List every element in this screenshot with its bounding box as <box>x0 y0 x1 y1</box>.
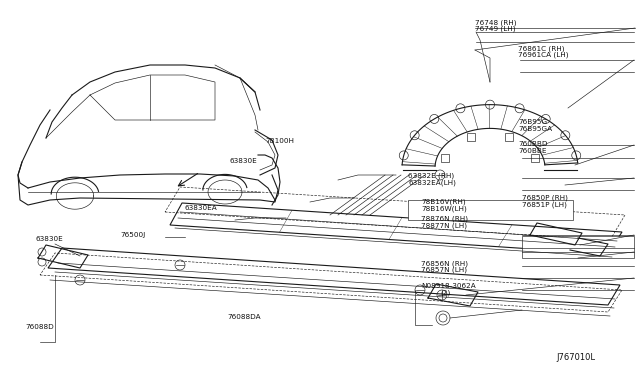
Bar <box>531 154 539 162</box>
Text: 7B100H: 7B100H <box>266 138 294 144</box>
Text: 63832E (RH): 63832E (RH) <box>408 172 454 179</box>
Text: J767010L: J767010L <box>557 353 596 362</box>
Text: 760BBE: 760BBE <box>518 148 547 154</box>
Text: 76851P (LH): 76851P (LH) <box>522 201 566 208</box>
Bar <box>441 154 449 162</box>
Text: (2): (2) <box>440 290 451 296</box>
Bar <box>408 200 573 220</box>
Text: 78877N (LH): 78877N (LH) <box>421 222 467 229</box>
Bar <box>522 236 634 258</box>
Text: N08918-3062A: N08918-3062A <box>421 283 476 289</box>
Text: 76749 (LH): 76749 (LH) <box>475 26 515 32</box>
Text: 76500J: 76500J <box>120 232 145 238</box>
Text: 76748 (RH): 76748 (RH) <box>475 19 516 26</box>
Text: 63830EA: 63830EA <box>184 205 217 211</box>
Bar <box>467 133 475 141</box>
Text: 63832EA(LH): 63832EA(LH) <box>408 179 456 186</box>
Text: 78B16V(RH): 78B16V(RH) <box>421 198 466 205</box>
Text: 76088D: 76088D <box>26 324 54 330</box>
Text: 76B95G: 76B95G <box>518 119 548 125</box>
Text: 76961CA (LH): 76961CA (LH) <box>518 52 569 58</box>
Text: 76850P (RH): 76850P (RH) <box>522 195 568 201</box>
Text: 78B16W(LH): 78B16W(LH) <box>421 205 467 212</box>
Text: 76088DA: 76088DA <box>227 314 261 320</box>
Text: 78876N (RH): 78876N (RH) <box>421 215 468 222</box>
Text: 63830E: 63830E <box>229 158 257 164</box>
Text: 63830E: 63830E <box>35 236 63 242</box>
Text: 76B95GA: 76B95GA <box>518 126 552 132</box>
Bar <box>506 133 513 141</box>
Text: 76861C (RH): 76861C (RH) <box>518 45 565 52</box>
Text: 760BBD: 760BBD <box>518 141 548 147</box>
Text: 76857N (LH): 76857N (LH) <box>421 267 467 273</box>
Text: 76856N (RH): 76856N (RH) <box>421 260 468 267</box>
